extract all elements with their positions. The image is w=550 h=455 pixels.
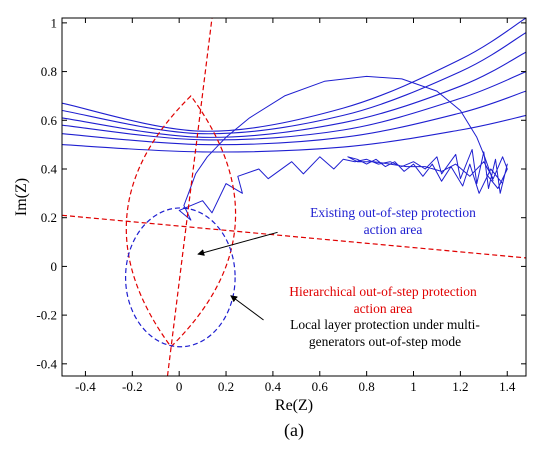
- annotation-text: Existing out-of-step protection: [310, 205, 476, 220]
- axis-ticks: -0.4 -0.2 0 0.2 0.4 0.6 0.8 1 1.2 1.4 -0.4 -0.2 0 0.2…: [36, 15, 526, 394]
- y-axis-label: Im(Z): [13, 178, 30, 216]
- x-tick-label: 0.8: [359, 379, 375, 394]
- trajectory-arc: [62, 18, 526, 132]
- annotation-arrow: [230, 295, 264, 321]
- y-tick-label: 0.2: [41, 210, 57, 225]
- annotation-text: action area: [364, 222, 423, 237]
- plot-frame: [61, 17, 527, 377]
- annotation-text: generators out-of-step mode: [309, 334, 461, 349]
- x-tick-label: 0.6: [312, 379, 329, 394]
- trajectory-arc: [62, 51, 526, 138]
- existing-protection-circle: [124, 207, 236, 348]
- x-tick-label: 0.2: [218, 379, 234, 394]
- x-tick-label: 1: [410, 379, 417, 394]
- trajectory-arc: [62, 71, 526, 141]
- plot-content: [62, 18, 526, 376]
- x-tick-label: 0: [176, 379, 183, 394]
- y-tick-label: 0.8: [41, 64, 57, 79]
- annotation-text: Hierarchical out-of-step protection: [289, 284, 477, 299]
- hierarchical-lens-boundary: [125, 95, 237, 348]
- x-axis-label: Re(Z): [275, 397, 313, 414]
- trajectory-arc: [62, 32, 526, 135]
- dashed-boundary-line: [62, 214, 526, 259]
- annotations: Existing out-of-step protection action ar…: [197, 205, 480, 349]
- x-tick-label: 0.4: [265, 379, 282, 394]
- y-tick-label: -0.2: [36, 308, 57, 323]
- y-tick-label: 0.6: [41, 113, 58, 128]
- x-tick-label: 1.2: [452, 379, 468, 394]
- x-tick-label: -0.2: [122, 379, 143, 394]
- x-tick-label: -0.4: [75, 379, 96, 394]
- impedance-trajectory: [178, 75, 508, 221]
- y-tick-label: 0: [51, 259, 58, 274]
- trajectory-arc: [62, 114, 526, 153]
- annotation-arrow: [197, 231, 278, 256]
- trajectory-arc: [62, 90, 526, 146]
- panel-label: (a): [284, 420, 304, 441]
- y-tick-label: 0.4: [41, 161, 58, 176]
- y-tick-label: 1: [51, 15, 58, 30]
- x-tick-label: 1.4: [499, 379, 516, 394]
- dashed-boundary-line: [166, 18, 213, 376]
- annotation-text: action area: [354, 301, 413, 316]
- y-tick-label: -0.4: [36, 356, 57, 371]
- annotation-text: Local layer protection under multi-: [290, 317, 480, 332]
